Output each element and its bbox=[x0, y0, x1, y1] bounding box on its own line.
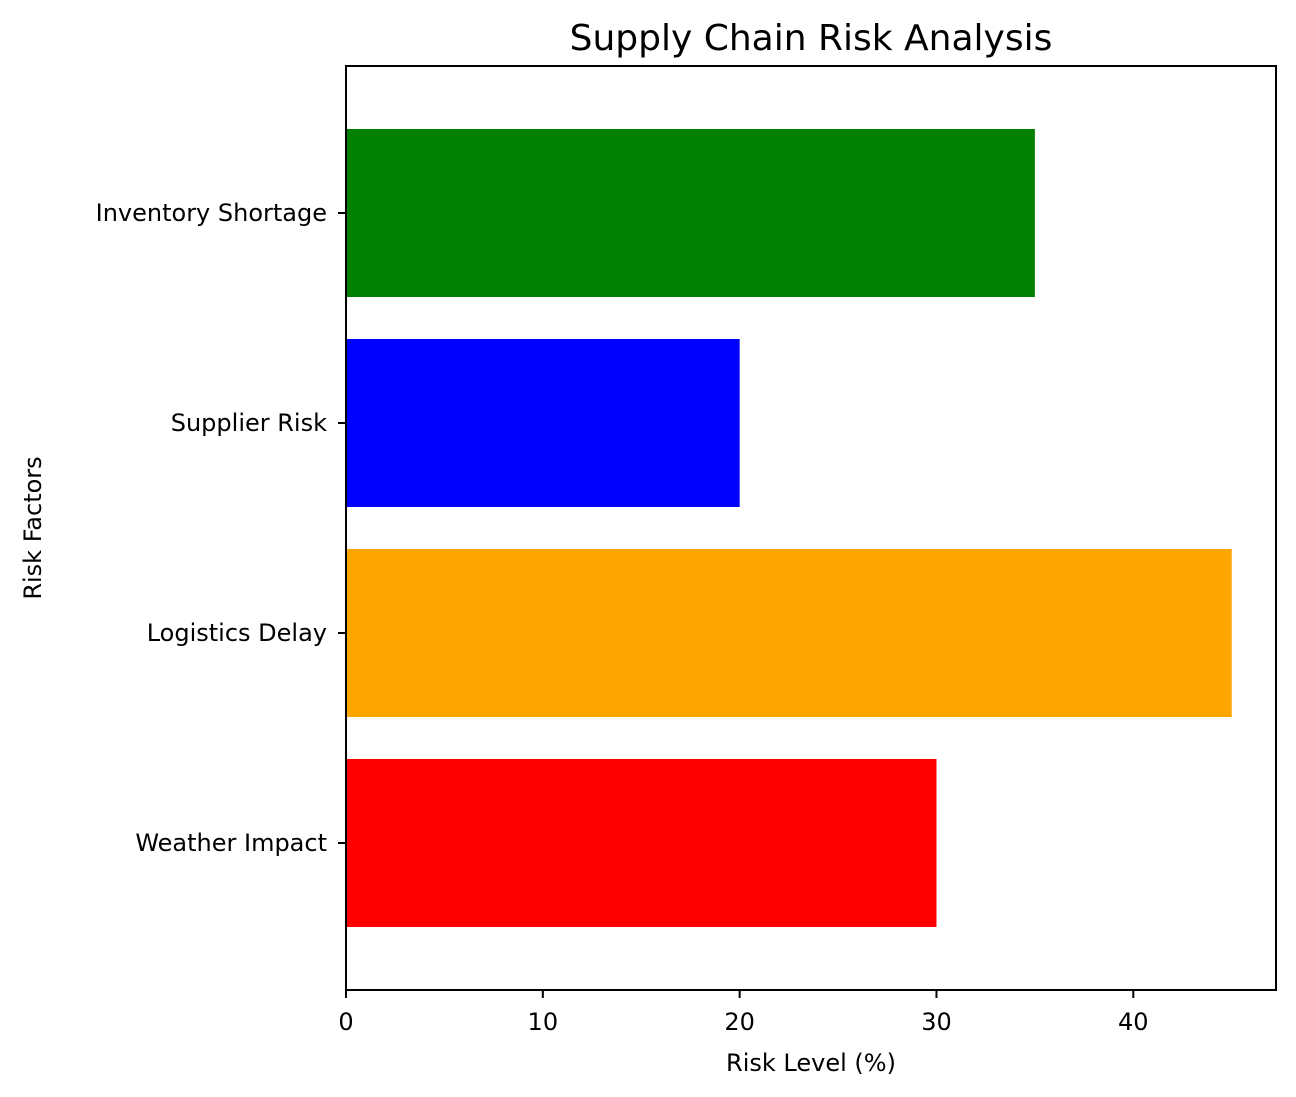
chart-title: Supply Chain Risk Analysis bbox=[570, 18, 1053, 59]
x-axis-label: Risk Level (%) bbox=[726, 1049, 896, 1077]
bar-supplier-risk bbox=[346, 339, 740, 507]
y-tick-label-inventory-shortage: Inventory Shortage bbox=[96, 199, 327, 227]
bar-logistics-delay bbox=[346, 549, 1232, 717]
y-tick-label-supplier-risk: Supplier Risk bbox=[171, 409, 327, 437]
x-tick-label-20: 20 bbox=[724, 1008, 755, 1036]
x-tick-label-10: 10 bbox=[528, 1008, 559, 1036]
x-tick-label-0: 0 bbox=[338, 1008, 353, 1036]
y-tick-label-logistics-delay: Logistics Delay bbox=[147, 619, 327, 647]
bar-weather-impact bbox=[346, 759, 937, 927]
y-axis-ticks: Weather Impact Logistics Delay Supplier Ri… bbox=[96, 199, 346, 857]
y-axis-label: Risk Factors bbox=[19, 456, 47, 599]
plot-frame bbox=[345, 65, 1277, 991]
bar-inventory-shortage bbox=[346, 129, 1035, 297]
x-axis-ticks: 0 10 20 30 40 bbox=[338, 990, 1149, 1036]
x-tick-label-40: 40 bbox=[1118, 1008, 1149, 1036]
y-tick-label-weather-impact: Weather Impact bbox=[135, 829, 327, 857]
x-tick-label-30: 30 bbox=[921, 1008, 952, 1036]
bars-group bbox=[346, 129, 1232, 927]
